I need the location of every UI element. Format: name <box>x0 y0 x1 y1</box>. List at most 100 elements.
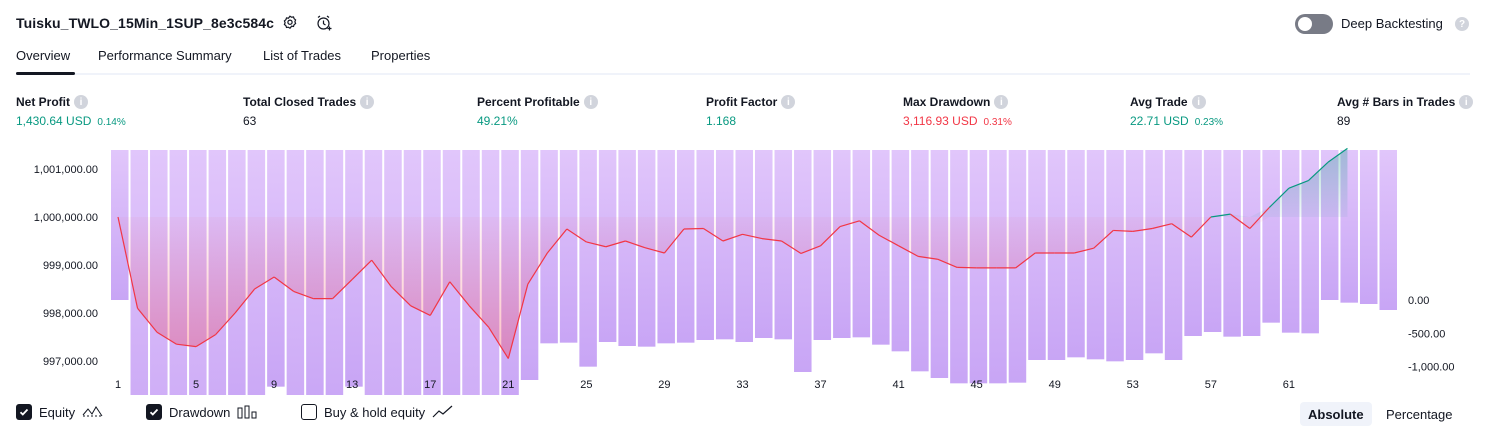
equity-line-segment <box>468 305 490 328</box>
x-axis-tick: 9 <box>271 379 277 391</box>
equity-line-segment <box>605 240 626 248</box>
drawdown-bar <box>364 150 383 395</box>
equity-line-segment <box>215 312 236 336</box>
x-axis-tick: 45 <box>971 379 983 391</box>
tab-performance-summary[interactable]: Performance Summary <box>98 48 232 63</box>
drawdown-bar <box>559 150 578 343</box>
metric-value-text: 3,116.93 USD <box>903 114 978 128</box>
tab-list-of-trades[interactable]: List of Trades <box>263 48 342 63</box>
buy-hold-equity-toggle[interactable]: Buy & hold equity <box>301 404 454 420</box>
drawdown-bar <box>1184 150 1202 336</box>
metric-value-text: 22.71 USD <box>1130 114 1189 128</box>
equity-line-segment <box>1132 227 1153 232</box>
drawdown-label: Drawdown <box>169 404 231 420</box>
buy-hold-equity-label: Buy & hold equity <box>324 404 426 420</box>
y-axis-left-tick: 999,000.00 <box>43 260 98 272</box>
equity-line-segment <box>1249 206 1270 229</box>
info-icon[interactable]: i <box>781 95 796 109</box>
drawdown-bar <box>715 150 734 340</box>
info-icon[interactable]: i <box>360 95 375 109</box>
equity-line-segment <box>371 259 392 287</box>
equity-line-segment <box>937 258 958 268</box>
equity-line-segment <box>254 276 275 290</box>
equity-line-segment <box>507 284 529 359</box>
equity-line-segment <box>176 343 197 348</box>
y-axis-right-tick: 0.00 <box>1408 295 1429 307</box>
metric-value: 1.168 <box>706 114 736 128</box>
x-axis-tick: 41 <box>892 379 904 391</box>
metric-label: Max Drawdown i <box>903 95 1009 109</box>
x-axis-tick: 37 <box>814 379 826 391</box>
deep-backtesting-toggle[interactable] <box>1295 14 1333 34</box>
metric-label-text: Profit Factor <box>706 95 778 109</box>
equity-line-segment <box>1288 179 1309 189</box>
equity-label: Equity <box>39 404 76 420</box>
equity-line-segment <box>449 281 470 307</box>
metric-label: Percent Profitable i <box>477 95 598 109</box>
info-icon[interactable]: i <box>1191 95 1206 109</box>
equity-line-segment <box>878 234 899 247</box>
checkbox-checked-icon[interactable] <box>146 404 162 420</box>
x-axis-tick: 1 <box>115 379 121 391</box>
drawdown-bar <box>1262 150 1280 323</box>
equity-line-segment <box>351 259 373 280</box>
equity-line-segment <box>488 327 509 359</box>
equity-toggle[interactable]: Equity <box>16 404 104 420</box>
x-axis-tick: 25 <box>580 379 592 391</box>
buy-hold-line-icon <box>432 405 453 418</box>
drawdown-bar <box>1164 150 1183 360</box>
equity-line-segment <box>429 281 451 316</box>
drawdown-bar <box>1125 150 1144 360</box>
drawdown-bar <box>1106 150 1124 362</box>
equity-line-segment <box>663 228 685 254</box>
tab-overview[interactable]: Overview <box>16 48 71 63</box>
metric-label: Profit Factor i <box>706 95 796 109</box>
help-icon[interactable]: ? <box>1455 17 1469 31</box>
percentage-mode-button[interactable]: Percentage <box>1386 406 1453 422</box>
equity-line-segment <box>761 238 782 242</box>
drawdown-bar <box>696 150 714 340</box>
metric-label-text: Net Profit <box>16 95 70 109</box>
equity-line-segment <box>1074 247 1094 254</box>
equity-line-segment <box>390 286 412 307</box>
equity-line-segment <box>1327 147 1348 163</box>
x-axis-tick: 29 <box>658 379 670 391</box>
metric-value: 1,430.64 USD 0.14% <box>16 114 126 128</box>
equity-chart[interactable]: 1,001,000.00 1,000,000.00 999,000.00 998,00… <box>0 140 1486 395</box>
equity-line-segment <box>1093 229 1114 249</box>
drawdown-bar <box>1028 150 1046 360</box>
metric-percent: 0.23% <box>1194 117 1224 128</box>
gear-icon[interactable] <box>280 13 300 33</box>
x-axis-tick: 5 <box>193 379 199 391</box>
metric-value: 63 <box>243 114 256 128</box>
tab-properties[interactable]: Properties <box>371 48 431 63</box>
drawdown-toggle[interactable]: Drawdown <box>146 404 257 420</box>
x-axis-tick: 17 <box>424 379 436 391</box>
add-alert-icon[interactable] <box>314 13 334 33</box>
active-tab-indicator <box>16 72 75 75</box>
drawdown-bars-icon <box>237 405 257 419</box>
equity-line-segment <box>1190 216 1212 238</box>
info-icon[interactable]: i <box>583 95 598 109</box>
drawdown-bar <box>794 150 812 372</box>
x-axis-tick: 53 <box>1127 379 1139 391</box>
equity-line-segment <box>742 233 763 240</box>
checkbox-checked-icon[interactable] <box>16 404 32 420</box>
metric-value: 49.21% <box>477 114 518 128</box>
info-icon[interactable]: i <box>74 95 88 109</box>
metric-percent: 0.14% <box>97 117 126 128</box>
deep-backtesting-label: Deep Backtesting <box>1341 16 1443 31</box>
x-axis-tick: 49 <box>1049 379 1061 391</box>
equity-line-segment <box>410 305 431 316</box>
equity-line-segment <box>918 255 938 260</box>
absolute-mode-button[interactable]: Absolute <box>1300 402 1372 426</box>
info-icon[interactable]: i <box>1459 95 1474 109</box>
checkbox-unchecked-icon[interactable] <box>301 404 317 420</box>
drawdown-bar <box>1379 150 1397 310</box>
strategy-name: Tuisku_TWLO_15Min_1SUP_8e3c584c <box>16 15 275 31</box>
metric-label-text: Max Drawdown <box>903 95 991 109</box>
info-icon[interactable]: i <box>994 95 1009 109</box>
metric-percent: 0.31% <box>983 117 1012 128</box>
equity-line-segment <box>839 220 860 228</box>
equity-line-segment <box>195 334 216 348</box>
